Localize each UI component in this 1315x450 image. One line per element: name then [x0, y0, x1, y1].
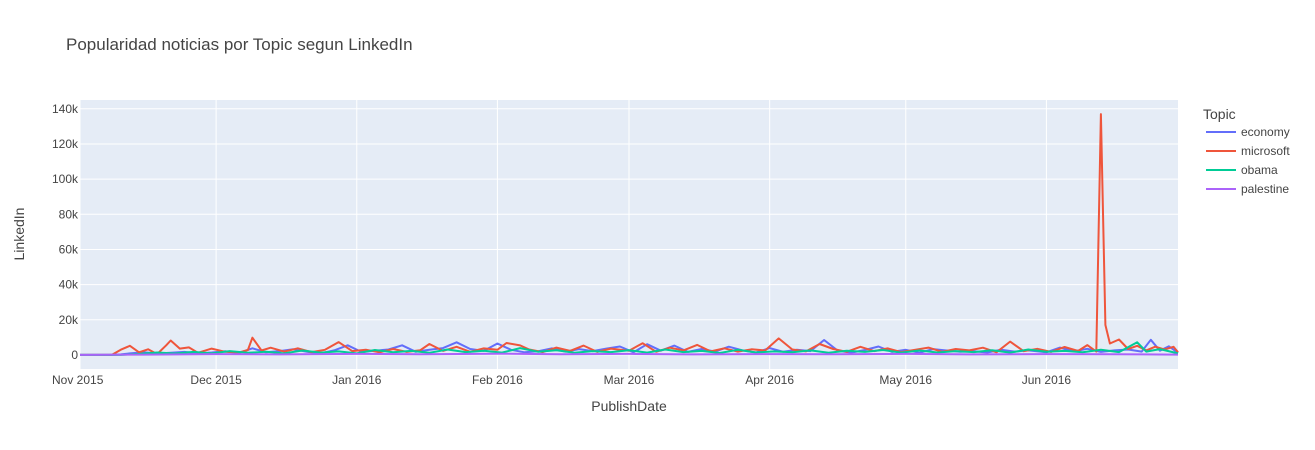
- x-tick-label: Dec 2015: [190, 373, 242, 387]
- x-tick-label: Apr 2016: [745, 373, 794, 387]
- y-tick-label: 140k: [52, 102, 79, 116]
- x-tick-label: Jan 2016: [332, 373, 382, 387]
- x-gridlines: [79, 100, 1047, 369]
- series-line-palestine: [79, 352, 1179, 356]
- x-tick-label: Feb 2016: [472, 373, 523, 387]
- y-tick-label: 100k: [52, 172, 79, 186]
- y-tick-label: 40k: [59, 278, 79, 292]
- legend: Topic economy microsoft obama palestine: [1203, 106, 1290, 196]
- x-axis-title: PublishDate: [591, 398, 667, 414]
- x-tick-label: Nov 2015: [52, 373, 104, 387]
- legend-label-obama[interactable]: obama: [1241, 163, 1278, 177]
- y-tick-label: 60k: [59, 242, 79, 256]
- legend-label-microsoft[interactable]: microsoft: [1241, 144, 1290, 158]
- legend-label-economy[interactable]: economy: [1241, 125, 1290, 139]
- y-tick-label: 120k: [52, 137, 79, 151]
- legend-title: Topic: [1203, 106, 1236, 122]
- legend-items: economy microsoft obama palestine: [1206, 125, 1290, 196]
- legend-label-palestine[interactable]: palestine: [1241, 182, 1289, 196]
- x-tick-label: Jun 2016: [1022, 373, 1072, 387]
- y-tick-label: 20k: [59, 313, 79, 327]
- series-layer: [79, 113, 1179, 356]
- x-tick-label: May 2016: [879, 373, 932, 387]
- x-tick-label: Mar 2016: [604, 373, 655, 387]
- x-tick-labels: Nov 2015 Dec 2015 Jan 2016 Feb 2016 Mar 2016…: [52, 373, 1071, 387]
- y-axis-title: LinkedIn: [11, 208, 27, 261]
- y-tick-label: 80k: [59, 207, 79, 221]
- chart-title: Popularidad noticias por Topic segun Lin…: [66, 35, 413, 54]
- y-tick-labels: 0 20k 40k 60k 80k 100k 120k 140k: [52, 102, 79, 362]
- y-tick-label: 0: [71, 348, 78, 362]
